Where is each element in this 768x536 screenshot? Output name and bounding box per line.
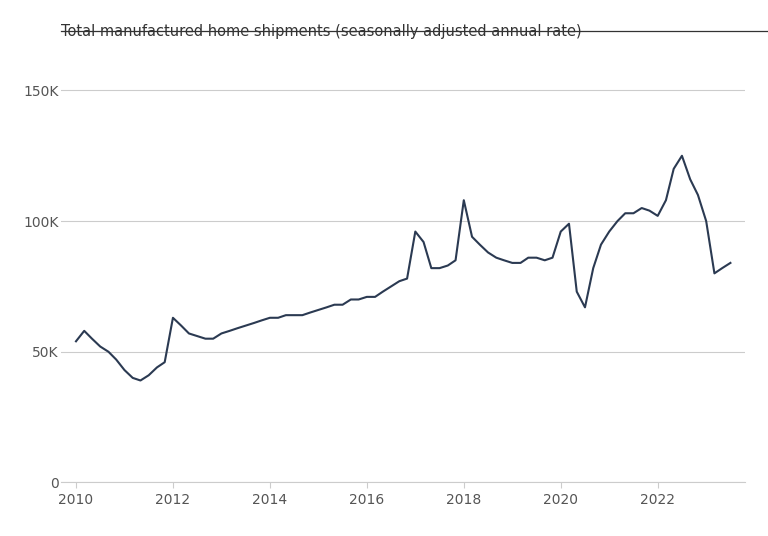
Text: Total manufactured home shipments (seasonally adjusted annual rate): Total manufactured home shipments (seaso… bbox=[61, 24, 582, 39]
